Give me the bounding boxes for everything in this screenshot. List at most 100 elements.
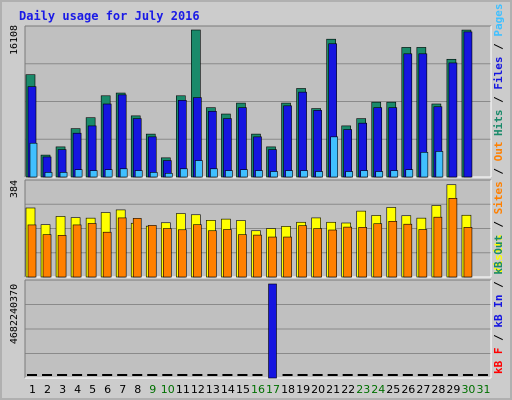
bar-sites-8 (132, 218, 142, 278)
bar-kbytes-20 (312, 374, 323, 376)
ymax-label-visits: 384 (9, 180, 20, 198)
bar-sites-16 (253, 234, 262, 278)
bar-kbytes-15 (237, 374, 248, 376)
bar-files-9 (147, 136, 157, 178)
bar-pages-6 (104, 169, 113, 178)
xtick-label-26: 26 (401, 383, 415, 396)
xtick-label-9: 9 (149, 383, 156, 396)
legend-separator: / (492, 161, 505, 181)
xtick-label-14: 14 (221, 383, 235, 396)
xtick-label-11: 11 (176, 383, 190, 396)
bar-sites-3 (57, 235, 67, 278)
bar-pages-26 (405, 169, 414, 178)
bar-pages-21 (330, 136, 338, 178)
bar-pages-15 (240, 169, 248, 178)
xtick-label-21: 21 (326, 383, 340, 396)
bar-sites-24 (373, 223, 383, 278)
bar-kbytes-13 (207, 374, 218, 376)
bar-sites-9 (147, 225, 157, 278)
xtick-label-28: 28 (431, 383, 445, 396)
bar-pages-28 (435, 151, 444, 178)
bar-sites-14 (223, 229, 232, 278)
bar-pages-2 (44, 172, 53, 178)
bar-kbytes-7 (117, 374, 128, 376)
legend-hits: Hits / Files / Pages (492, 4, 505, 137)
xtick-label-18: 18 (281, 383, 295, 396)
bar-pages-20 (315, 171, 323, 178)
legend-entry: kB F (492, 348, 505, 375)
bar-pages-4 (74, 169, 83, 178)
bar-files-8 (132, 118, 142, 178)
xtick-label-5: 5 (89, 383, 96, 396)
bar-sites-15 (238, 234, 247, 278)
bar-kbytes-23 (357, 374, 368, 376)
xtick-label-7: 7 (119, 383, 126, 396)
bar-pages-19 (300, 170, 308, 178)
bar-kbytes-4 (72, 374, 83, 376)
bar-kbytes-22 (342, 374, 353, 376)
bar-files-26 (403, 53, 413, 178)
bar-pages-23 (360, 170, 369, 178)
bar-sites-4 (72, 224, 82, 278)
bar-sites-26 (403, 223, 413, 278)
bar-kbytes-16 (252, 374, 263, 376)
bar-kbytes-28 (432, 374, 443, 376)
bar-kbytes-29 (447, 374, 458, 376)
bar-kbytes-6 (102, 374, 113, 376)
bar-sites-30 (463, 227, 473, 278)
bar-sites-17 (268, 236, 277, 278)
legend-separator: / (492, 214, 505, 234)
legend-separator: / (492, 275, 505, 295)
xtick-label-8: 8 (134, 383, 141, 396)
xtick-label-27: 27 (416, 383, 430, 396)
xtick-label-1: 1 (29, 383, 36, 396)
xtick-label-22: 22 (341, 383, 355, 396)
xtick-label-23: 23 (356, 383, 370, 396)
bar-sites-27 (418, 229, 428, 278)
bar-kbytes-14 (222, 374, 233, 376)
bar-files-24 (373, 107, 383, 178)
legend-separator: / (492, 90, 505, 110)
bar-sites-29 (448, 197, 458, 278)
xtick-label-31: 31 (476, 383, 490, 396)
legend-separator: / (492, 328, 505, 348)
xtick-label-12: 12 (191, 383, 205, 396)
bar-sites-12 (193, 224, 202, 278)
bar-pages-10 (164, 173, 173, 178)
bar-kbytes-24 (372, 374, 383, 376)
xtick-label-24: 24 (371, 383, 385, 396)
xtick-label-17: 17 (266, 383, 280, 396)
xtick-label-13: 13 (206, 383, 220, 396)
bar-kbytes-21 (327, 374, 338, 376)
bar-pages-1 (29, 142, 38, 178)
bar-pages-11 (180, 168, 188, 178)
bar-pages-13 (210, 168, 218, 178)
bar-kbytes-25 (387, 374, 398, 376)
bar-files-13 (208, 110, 217, 178)
legend-separator: / (492, 37, 505, 57)
ymax-label-kbytes: 4682240370 (9, 284, 20, 344)
bar-kbytes-12 (192, 374, 203, 376)
bar-pages-8 (134, 170, 143, 178)
bar-sites-2 (42, 234, 52, 278)
legend-entry: Hits (492, 110, 505, 137)
bar-pages-25 (390, 170, 399, 178)
bar-kbytes-17 (268, 283, 277, 379)
bar-sites-7 (117, 217, 127, 278)
bar-sites-11 (178, 229, 187, 278)
bar-files-29 (448, 62, 458, 178)
bar-kbytes-3 (57, 374, 68, 376)
bar-kbytes-9 (147, 374, 158, 376)
legend-entry: Out (492, 142, 505, 162)
bar-files-5 (87, 125, 97, 178)
xtick-label-15: 15 (236, 383, 250, 396)
xtick-label-20: 20 (311, 383, 325, 396)
chart-title: Daily usage for July 2016 (19, 9, 200, 23)
bar-sites-5 (87, 223, 97, 278)
xtick-label-2: 2 (44, 383, 51, 396)
bar-pages-18 (285, 170, 293, 178)
bar-kbytes-19 (297, 374, 308, 376)
bar-sites-20 (313, 228, 322, 278)
xtick-label-30: 30 (461, 383, 475, 396)
bar-files-19 (298, 91, 307, 178)
